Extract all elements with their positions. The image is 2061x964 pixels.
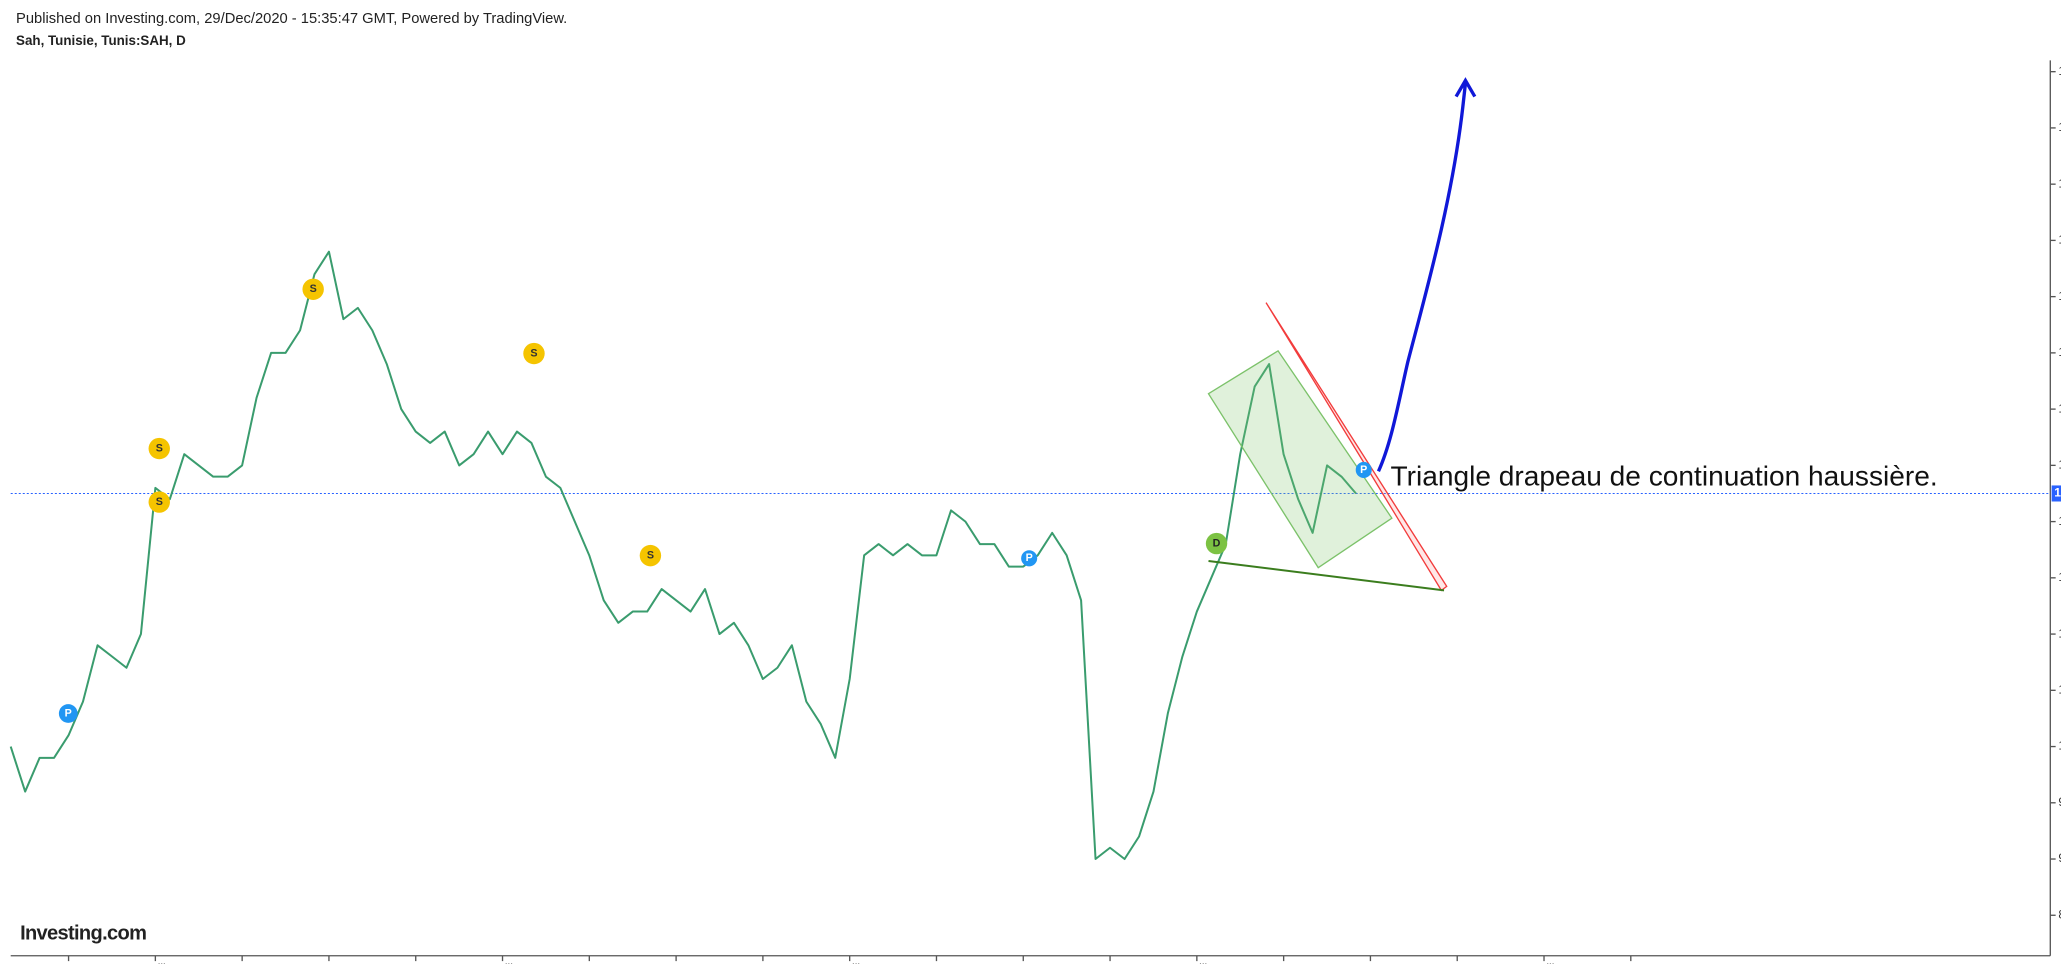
events: P S S S S S P D P bbox=[58, 278, 1372, 723]
y-tick-label: 12.50 bbox=[2058, 458, 2061, 472]
x-tick-label: Oct bbox=[1274, 961, 1293, 964]
y-tick-label: 14.00 bbox=[2058, 289, 2061, 303]
x-tick-label: Juill bbox=[1186, 961, 1207, 964]
x-tick-label: Avr bbox=[1448, 961, 1466, 964]
x-tick-label: Juill bbox=[145, 961, 166, 964]
x-tick-label: Juill bbox=[492, 961, 513, 964]
x-tick-label: Juill bbox=[839, 961, 860, 964]
event-marker bbox=[1021, 550, 1038, 567]
x-tick-label: Avr bbox=[407, 961, 425, 964]
y-tick-label: 13.50 bbox=[2058, 345, 2061, 359]
event-marker bbox=[302, 278, 324, 300]
y-tick-label: 11.50 bbox=[2058, 570, 2061, 584]
x-tick-label: Oct bbox=[580, 961, 599, 964]
x-tick-label: 2021 bbox=[1357, 961, 1384, 964]
event-label: P bbox=[1026, 552, 1033, 564]
y-tick-label: 14.50 bbox=[2058, 233, 2061, 247]
y-tick-label: 8.50 bbox=[2058, 907, 2061, 921]
event-label: S bbox=[156, 442, 163, 454]
event-marker bbox=[148, 491, 170, 513]
symbol-title: Sah, Tunisie, Tunis:SAH, D bbox=[16, 33, 186, 48]
event-label: P bbox=[65, 707, 72, 719]
price-label: 12.25 bbox=[2054, 486, 2061, 500]
flag-channel bbox=[1207, 349, 1393, 569]
event-label: P bbox=[1360, 464, 1367, 476]
event-label: S bbox=[156, 496, 163, 508]
price-badge bbox=[2051, 485, 2061, 502]
event-marker bbox=[1205, 532, 1228, 555]
x-tick-label: 2019 bbox=[663, 961, 690, 964]
x-tick-label: Avr bbox=[1101, 961, 1119, 964]
annotation: Triangle drapeau de continuation haussiè… bbox=[1391, 460, 1938, 491]
published-note: Published on Investing.com, 29/Dec/2020 … bbox=[16, 11, 567, 27]
event-marker bbox=[58, 704, 78, 723]
y-tick-label: 10.50 bbox=[2058, 683, 2061, 697]
plot: 8.50 9.00 9.50 10.00 10.50 11.00 11.50 12.00 12.… bbox=[9, 64, 2061, 964]
x-tick-label: Avr bbox=[754, 961, 772, 964]
event-marker bbox=[148, 437, 170, 460]
y-tick-label: 12.00 bbox=[2058, 514, 2061, 528]
y-tick-label: 9.50 bbox=[2058, 795, 2061, 809]
y-tick-label: 13.00 bbox=[2058, 401, 2061, 415]
y-tick-label: 9.00 bbox=[2058, 851, 2061, 865]
x-tick-label: Oct bbox=[927, 961, 946, 964]
x-tick-label: 2020 bbox=[1010, 961, 1037, 964]
x-tick-label: Juill bbox=[1534, 961, 1555, 964]
y-tick-label: 15.50 bbox=[2058, 120, 2061, 134]
y-tick-label: 10.00 bbox=[2058, 739, 2061, 753]
x-tick-label: Oct bbox=[233, 961, 252, 964]
y-tick-label: 15.00 bbox=[2058, 176, 2061, 190]
x-tick-label: Oct bbox=[1621, 961, 1640, 964]
logo: Investing.com bbox=[20, 923, 146, 945]
target-arrow bbox=[1376, 77, 1477, 472]
event-marker bbox=[1355, 461, 1372, 478]
y-tick-label: 11.00 bbox=[2058, 626, 2061, 640]
x-tick-label: 2018 bbox=[316, 961, 343, 964]
event-marker bbox=[523, 342, 545, 365]
y-tick-label: 16.00 bbox=[2058, 64, 2061, 78]
event-label: S bbox=[647, 549, 654, 561]
event-label: S bbox=[310, 283, 317, 295]
event-marker bbox=[639, 544, 662, 567]
triangle-support bbox=[1208, 559, 1445, 592]
price-line-series bbox=[9, 250, 1357, 861]
event-label: S bbox=[530, 347, 537, 359]
x-tick-label: Avr bbox=[60, 961, 78, 964]
event-label: D bbox=[1213, 537, 1221, 549]
